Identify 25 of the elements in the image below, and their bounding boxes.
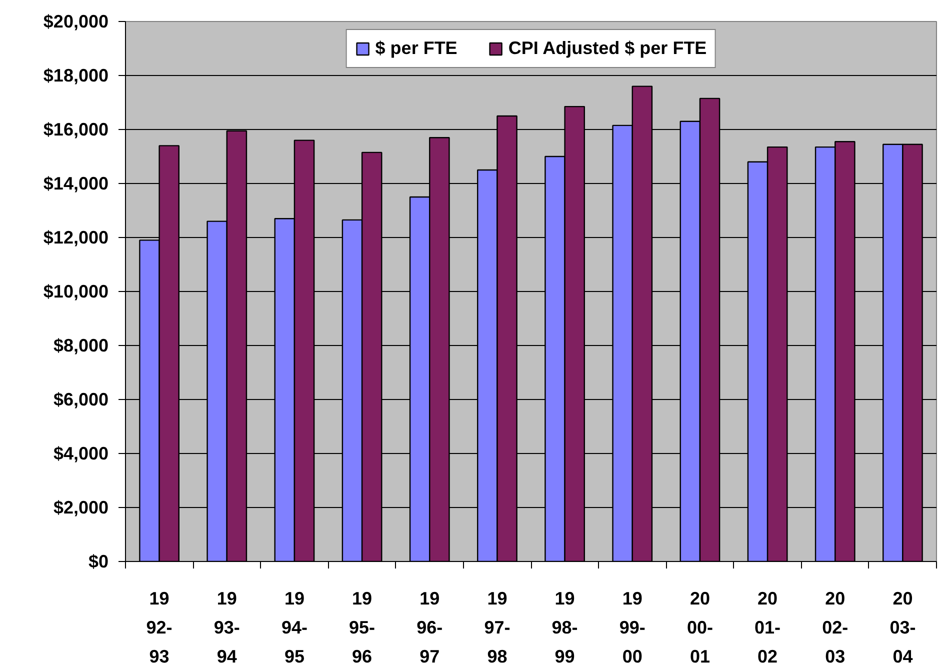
y-tick-label: $18,000: [43, 66, 109, 86]
legend-label: $ per FTE: [375, 38, 458, 59]
x-tick-label: 2003-04: [890, 588, 916, 663]
y-tick-label: $6,000: [53, 390, 109, 410]
y-tick-label: $16,000: [43, 120, 109, 140]
x-tick-label: 1998-99: [552, 588, 578, 663]
y-tick-label: $8,000: [53, 336, 109, 356]
x-tick-label: 1997-98: [484, 588, 510, 663]
x-tick-label: 1999-00: [619, 588, 646, 663]
y-tick-label: $12,000: [43, 228, 109, 248]
y-tick-label: $0: [88, 552, 109, 572]
y-tick-label: $10,000: [43, 282, 109, 302]
x-tick-label: 1995-96: [349, 588, 376, 663]
y-tick-label: $20,000: [43, 12, 109, 32]
legend-label: CPI Adjusted $ per FTE: [508, 38, 707, 59]
y-tick-label: $14,000: [43, 174, 109, 194]
x-tick-label: 2000-01: [686, 588, 713, 663]
x-tick-label: 1993-94: [214, 588, 240, 663]
y-tick-label: $4,000: [53, 444, 109, 464]
x-tick-label: 2001-02: [754, 588, 781, 663]
x-tick-label: 1994-95: [281, 588, 308, 663]
y-tick-label: $2,000: [53, 498, 109, 518]
x-tick-label: 1996-97: [416, 588, 443, 663]
x-tick-label: 1992-93: [146, 588, 172, 663]
x-tick-label: 2002-03: [822, 588, 848, 663]
